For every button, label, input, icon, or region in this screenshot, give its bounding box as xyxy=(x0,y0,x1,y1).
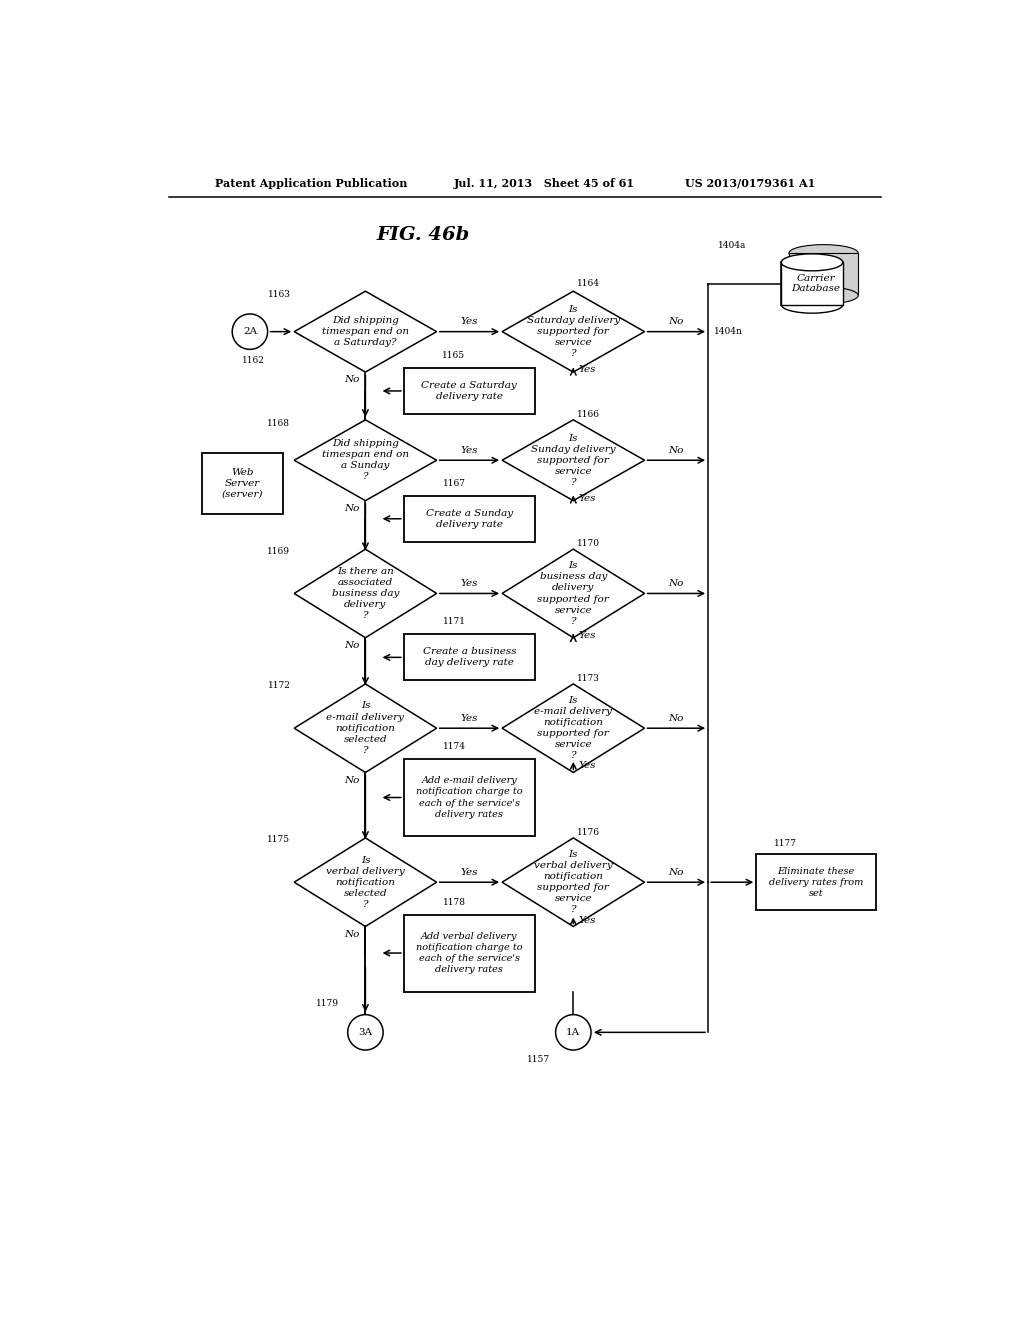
Text: 1178: 1178 xyxy=(442,898,466,907)
Text: 1176: 1176 xyxy=(578,828,600,837)
Text: Carrier
Database: Carrier Database xyxy=(792,273,841,293)
Text: Is
verbal delivery
notification
supported for
service
?: Is verbal delivery notification supporte… xyxy=(534,850,612,915)
Text: 1157: 1157 xyxy=(527,1055,550,1064)
Circle shape xyxy=(348,1015,383,1051)
Bar xyxy=(403,368,535,414)
Text: Create a Saturday
delivery rate: Create a Saturday delivery rate xyxy=(422,381,517,401)
Text: US 2013/0179361 A1: US 2013/0179361 A1 xyxy=(685,178,815,189)
Text: 1169: 1169 xyxy=(267,546,291,556)
Text: 1163: 1163 xyxy=(267,290,291,300)
Text: 1171: 1171 xyxy=(442,618,466,627)
Text: 3A: 3A xyxy=(358,1028,373,1036)
Text: 1179: 1179 xyxy=(315,999,339,1007)
Circle shape xyxy=(232,314,267,350)
Text: Yes: Yes xyxy=(461,714,478,722)
Bar xyxy=(403,496,535,543)
Text: 1174: 1174 xyxy=(442,742,466,751)
Text: Is there an
associated
business day
delivery
?: Is there an associated business day deli… xyxy=(332,566,399,620)
Text: Add verbal delivery
notification charge to
each of the service's
delivery rates: Add verbal delivery notification charge … xyxy=(416,932,522,974)
Text: Yes: Yes xyxy=(579,762,596,771)
Text: 1170: 1170 xyxy=(578,539,600,548)
Text: 2A: 2A xyxy=(243,327,257,337)
Bar xyxy=(202,453,283,515)
Text: Yes: Yes xyxy=(461,867,478,876)
Text: 1166: 1166 xyxy=(578,409,600,418)
Text: No: No xyxy=(669,317,684,326)
Text: 1175: 1175 xyxy=(267,836,291,845)
Text: Yes: Yes xyxy=(461,579,478,587)
Text: 1168: 1168 xyxy=(267,418,291,428)
Text: Yes: Yes xyxy=(579,916,596,925)
Text: No: No xyxy=(344,929,359,939)
Text: No: No xyxy=(344,776,359,784)
Text: 1172: 1172 xyxy=(267,681,291,690)
Text: Yes: Yes xyxy=(579,366,596,375)
Bar xyxy=(788,253,858,296)
Text: Is
e-mail delivery
notification
supported for
service
?: Is e-mail delivery notification supporte… xyxy=(535,696,612,760)
Text: Jul. 11, 2013   Sheet 45 of 61: Jul. 11, 2013 Sheet 45 of 61 xyxy=(454,178,635,189)
Bar xyxy=(403,759,535,836)
Text: Did shipping
timespan end on
a Sunday
?: Did shipping timespan end on a Sunday ? xyxy=(322,440,409,482)
Ellipse shape xyxy=(788,244,858,261)
Text: 1162: 1162 xyxy=(243,356,265,366)
Text: Create a business
day delivery rate: Create a business day delivery rate xyxy=(423,647,516,668)
Bar xyxy=(403,635,535,681)
Text: Is
Saturday delivery
supported for
service
?: Is Saturday delivery supported for servi… xyxy=(526,305,620,358)
Text: No: No xyxy=(669,714,684,722)
Text: 1165: 1165 xyxy=(442,351,466,360)
Text: Yes: Yes xyxy=(579,494,596,503)
Text: Did shipping
timespan end on
a Saturday?: Did shipping timespan end on a Saturday? xyxy=(322,315,409,347)
Text: No: No xyxy=(344,375,359,384)
Text: Web
Server
(server): Web Server (server) xyxy=(221,467,263,499)
Text: Create a Sunday
delivery rate: Create a Sunday delivery rate xyxy=(426,508,513,529)
Text: No: No xyxy=(344,642,359,649)
Bar xyxy=(403,915,535,991)
Text: No: No xyxy=(669,867,684,876)
Text: 1404n: 1404n xyxy=(714,327,743,337)
Text: Yes: Yes xyxy=(579,631,596,640)
Text: Is
Sunday delivery
supported for
service
?: Is Sunday delivery supported for service… xyxy=(531,433,615,487)
Text: No: No xyxy=(669,446,684,454)
Text: Yes: Yes xyxy=(461,317,478,326)
Ellipse shape xyxy=(781,296,843,313)
Text: Add e-mail delivery
notification charge to
each of the service's
delivery rates: Add e-mail delivery notification charge … xyxy=(416,776,522,818)
Text: No: No xyxy=(344,504,359,513)
Text: Patent Application Publication: Patent Application Publication xyxy=(215,178,408,189)
Text: Eliminate these
delivery rates from
set: Eliminate these delivery rates from set xyxy=(769,867,863,898)
Text: FIG. 46b: FIG. 46b xyxy=(377,227,470,244)
Text: 1167: 1167 xyxy=(442,479,466,488)
Ellipse shape xyxy=(781,253,843,271)
Bar xyxy=(756,854,876,909)
Circle shape xyxy=(556,1015,591,1051)
Bar xyxy=(781,263,843,305)
Text: Is
verbal delivery
notification
selected
?: Is verbal delivery notification selected… xyxy=(326,855,404,909)
Text: 1404a: 1404a xyxy=(718,242,746,249)
Text: 1173: 1173 xyxy=(578,673,600,682)
Ellipse shape xyxy=(788,286,858,304)
Text: Yes: Yes xyxy=(461,446,478,454)
Text: Is
business day
delivery
supported for
service
?: Is business day delivery supported for s… xyxy=(538,561,609,626)
Text: Is
e-mail delivery
notification
selected
?: Is e-mail delivery notification selected… xyxy=(327,701,404,755)
Text: 1164: 1164 xyxy=(578,280,600,288)
Text: 1A: 1A xyxy=(566,1028,581,1036)
Text: 1177: 1177 xyxy=(773,840,797,849)
Text: No: No xyxy=(669,579,684,587)
